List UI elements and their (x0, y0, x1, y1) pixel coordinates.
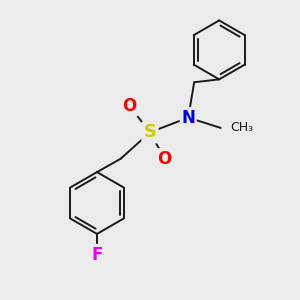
Text: F: F (91, 245, 103, 263)
Text: O: O (158, 150, 172, 168)
Text: N: N (181, 109, 195, 127)
Text: O: O (122, 97, 136, 115)
Text: CH₃: CH₃ (230, 122, 253, 134)
Text: S: S (143, 123, 157, 141)
